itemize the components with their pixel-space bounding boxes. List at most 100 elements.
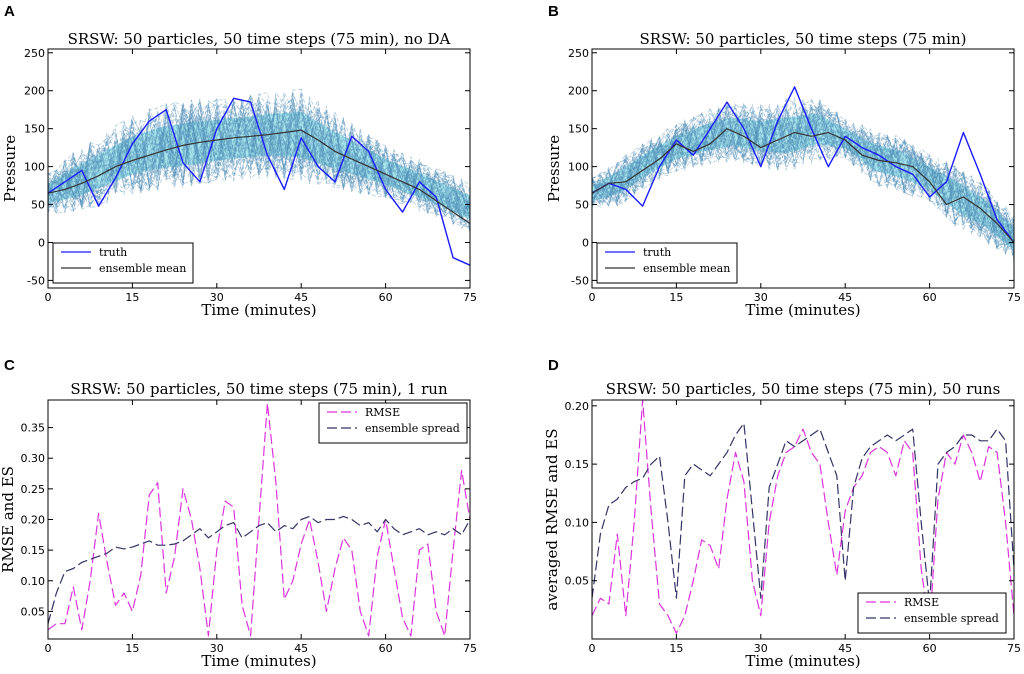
panel-label: D [548,357,559,374]
ensemble-member-line [592,103,1014,258]
panel-label: A [4,3,15,20]
ensemble-member-line [48,94,470,225]
y-tick-label: 0.35 [21,422,46,435]
ensemble-member-line [48,101,470,221]
ensemble-member-line [592,103,1014,253]
ensemble-member-line [48,103,470,218]
ensemble-member-line [592,104,1014,248]
legend-label: RMSE [365,406,400,419]
ensemble-member-line [592,100,1014,251]
series-line-ensemble-spread [592,422,1014,605]
y-tick-label: 0 [38,236,45,249]
x-axis: 0 15 30 45 60 75 [589,400,1021,655]
legend: RMSE ensemble spread [857,592,1007,634]
ensemble-member-line [48,93,470,212]
y-tick-label: 50 [31,199,45,212]
x-tick-label: 45 [294,642,308,655]
y-tick-label: 0.20 [21,514,46,527]
ensemble-member-line [48,99,470,232]
x-tick-label: 15 [125,291,139,304]
y-tick-label: 250 [24,47,45,60]
ensemble-member-line [592,113,1014,253]
ensemble-member-line [592,118,1014,246]
ensemble-member-line [48,102,470,214]
ensemble-member-line [48,96,470,208]
x-tick-label: 30 [754,291,768,304]
plot-area [48,402,470,637]
ensemble-member-line [48,97,470,216]
series-line-rmse [592,400,1014,634]
x-tick-label: 0 [589,291,596,304]
legend: truth ensemble mean [596,242,738,284]
ensemble-member-line [592,103,1014,236]
y-tick-label: 0.10 [21,575,46,588]
ensemble-member-line [592,108,1014,250]
y-tick-label: 0.15 [565,458,590,471]
ensemble-member-line [48,103,470,218]
ensemble-member-line [592,111,1014,262]
x-tick-label: 0 [45,291,52,304]
x-tick-label: 15 [669,642,683,655]
ensemble-members [48,88,470,233]
ensemble-member-line [48,99,470,223]
ensemble-member-line [48,103,470,210]
y-axis-label: averaged RMSE and ES [543,428,561,610]
ensemble-member-line [592,108,1014,256]
legend-label: ensemble mean [643,262,730,275]
y-tick-label: 0 [582,236,589,249]
x-axis-label: Time (minutes) [745,652,860,670]
y-tick-label: 0.25 [21,483,46,496]
ensemble-member-line [592,108,1014,250]
ensemble-member-line [592,98,1014,250]
panel-b: B SRSW: 50 particles, 50 time steps (75 m… [545,3,1021,319]
ensemble-member-line [592,107,1014,228]
chart-title: SRSW: 50 particles, 50 time steps (75 mi… [606,380,1001,398]
y-tick-label: 250 [568,47,589,60]
ensemble-member-line [48,100,470,214]
legend: RMSE ensemble spread [318,402,468,444]
series-line-ensemble-mean [592,128,1014,243]
y-tick-label: 100 [568,161,589,174]
x-tick-label: 75 [463,291,477,304]
ensemble-member-line [48,98,470,218]
x-tick-label: 30 [210,642,224,655]
ensemble-member-line [592,106,1014,232]
x-axis: 0 15 30 45 60 75 [45,49,477,304]
legend-label: ensemble spread [365,422,460,435]
y-tick-label: 0.20 [565,400,590,413]
ensemble-member-line [592,107,1014,232]
x-tick-label: 60 [923,642,937,655]
y-axis: -50 0 50 100 150 200 250 [24,47,470,287]
legend-box [318,402,468,444]
ensemble-member-line [592,98,1014,248]
ensemble-member-line [592,100,1014,249]
x-tick-label: 60 [379,291,393,304]
series-line-ensemble-mean [48,129,470,224]
ensemble-member-line [48,100,470,212]
axes-frame [591,399,1015,640]
ensemble-member-line [592,104,1014,253]
panel-d: D SRSW: 50 particles, 50 time steps (75 m… [543,357,1021,670]
ensemble-member-line [592,103,1014,242]
ensemble-member-line [48,92,470,219]
ensemble-member-line [592,96,1014,253]
ensemble-member-line [592,103,1014,251]
x-axis: 0 15 30 45 60 75 [45,400,477,655]
ensemble-member-line [48,94,470,225]
y-tick-label: 150 [568,123,589,136]
x-tick-label: 30 [210,291,224,304]
y-axis-label: Pressure [545,135,563,202]
ensemble-member-line [48,104,470,230]
series-line-truth [48,97,470,266]
ensemble-member-line [592,103,1014,255]
ensemble-member-line [48,99,470,229]
ensemble-member-line [48,100,470,211]
ensemble-member-line [48,90,470,217]
x-tick-label: 15 [669,291,683,304]
ensemble-member-line [48,109,470,217]
ensemble-member-line [48,100,470,213]
axes-frame [591,48,1015,289]
x-tick-label: 0 [45,642,52,655]
ensemble-member-line [592,107,1014,252]
